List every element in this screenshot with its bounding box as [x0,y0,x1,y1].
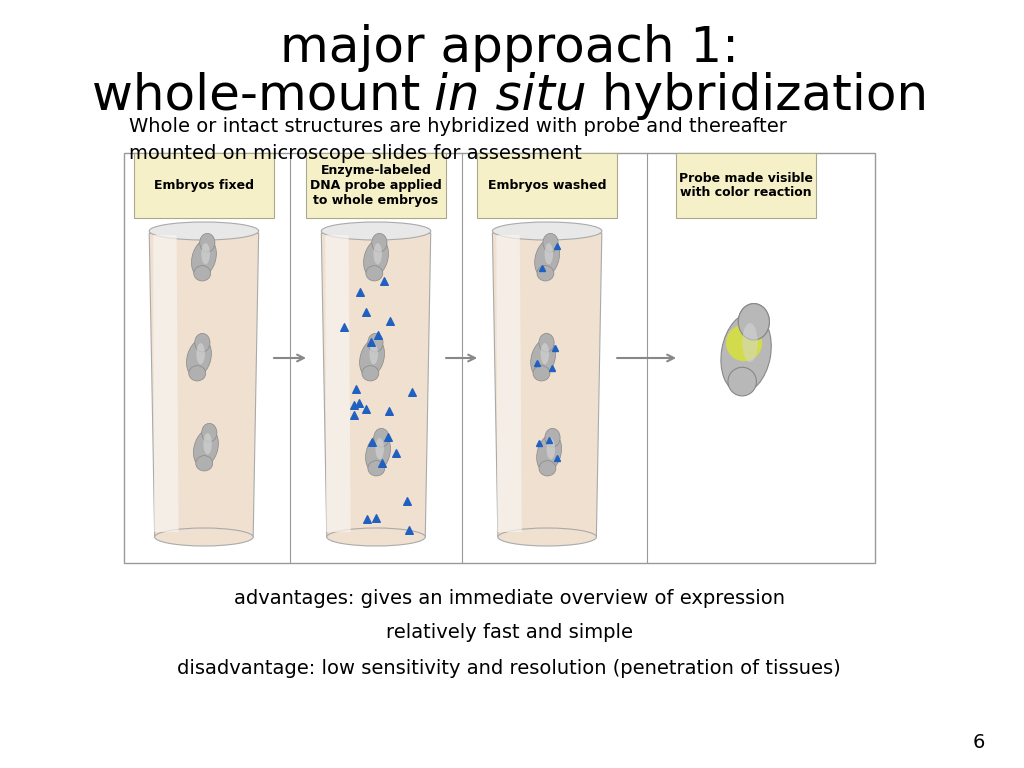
Text: Embryos fixed: Embryos fixed [154,179,254,192]
Text: relatively fast and simple: relatively fast and simple [386,624,633,643]
FancyBboxPatch shape [677,153,816,218]
Point [370,329,386,341]
Ellipse shape [539,461,556,476]
Point [388,446,404,458]
Ellipse shape [195,333,210,352]
Point [368,511,384,524]
Ellipse shape [361,366,379,381]
Point [376,275,392,287]
Ellipse shape [543,233,558,252]
Text: in situ: in situ [434,72,587,120]
Ellipse shape [368,333,383,352]
Ellipse shape [535,240,559,276]
Point [380,431,396,443]
Text: whole-mount: whole-mount [92,72,436,120]
FancyBboxPatch shape [134,153,273,218]
Ellipse shape [545,243,553,264]
Ellipse shape [370,343,378,364]
Point [374,457,390,469]
Polygon shape [150,233,259,537]
Ellipse shape [545,429,560,447]
Point [404,386,421,399]
Point [381,405,397,417]
Text: advantages: gives an immediate overview of expression: advantages: gives an immediate overview … [233,588,784,607]
Ellipse shape [738,303,769,340]
Ellipse shape [191,240,216,276]
Ellipse shape [188,366,206,381]
Ellipse shape [738,303,769,340]
Point [346,409,362,422]
Ellipse shape [374,243,382,264]
Ellipse shape [186,339,211,377]
Point [358,402,375,415]
Ellipse shape [150,222,259,240]
Ellipse shape [372,233,387,252]
Ellipse shape [202,243,210,264]
Ellipse shape [376,438,384,459]
Polygon shape [322,233,431,537]
Text: Enzyme-labeled
DNA probe applied
to whole embryos: Enzyme-labeled DNA probe applied to whol… [310,164,442,207]
Point [358,513,375,525]
Polygon shape [493,233,602,537]
Text: Whole or intact structures are hybridized with probe and thereafter
mounted on m: Whole or intact structures are hybridize… [129,118,787,163]
Text: Embryos washed: Embryos washed [487,179,606,192]
Point [357,306,374,318]
Polygon shape [497,235,522,532]
Ellipse shape [539,333,554,352]
Ellipse shape [534,366,550,381]
Point [398,495,415,508]
Ellipse shape [493,222,602,240]
Ellipse shape [498,528,596,546]
Ellipse shape [364,240,388,276]
Ellipse shape [194,266,211,281]
FancyBboxPatch shape [306,153,445,218]
FancyBboxPatch shape [124,153,876,563]
Ellipse shape [530,339,556,377]
Ellipse shape [322,222,431,240]
Point [352,286,369,299]
Ellipse shape [742,323,758,362]
Point [400,524,417,536]
Point [347,383,364,396]
Text: hybridization: hybridization [587,72,929,120]
Point [350,396,367,409]
Ellipse shape [196,455,213,471]
FancyBboxPatch shape [477,153,616,218]
Point [336,321,352,333]
Ellipse shape [728,367,757,396]
Ellipse shape [547,438,555,459]
Ellipse shape [726,325,762,361]
Ellipse shape [202,423,217,442]
Ellipse shape [366,266,383,281]
Point [364,336,380,349]
Ellipse shape [197,343,205,364]
Text: disadvantage: low sensitivity and resolution (penetration of tissues): disadvantage: low sensitivity and resolu… [177,658,841,677]
Text: 6: 6 [973,733,985,753]
Ellipse shape [194,429,218,467]
Ellipse shape [374,429,389,447]
Ellipse shape [366,434,390,472]
Ellipse shape [155,528,253,546]
Polygon shape [326,235,350,532]
Ellipse shape [541,343,549,364]
Ellipse shape [537,266,554,281]
Ellipse shape [200,233,215,252]
Ellipse shape [359,339,384,377]
Ellipse shape [204,433,212,455]
Ellipse shape [368,461,385,476]
Point [345,399,361,411]
Ellipse shape [537,434,561,472]
Point [365,436,381,449]
Polygon shape [154,235,178,532]
Text: Probe made visible
with color reaction: Probe made visible with color reaction [679,171,813,200]
Point [381,315,397,327]
Text: major approach 1:: major approach 1: [280,24,739,72]
Ellipse shape [327,528,425,546]
Ellipse shape [721,313,771,393]
